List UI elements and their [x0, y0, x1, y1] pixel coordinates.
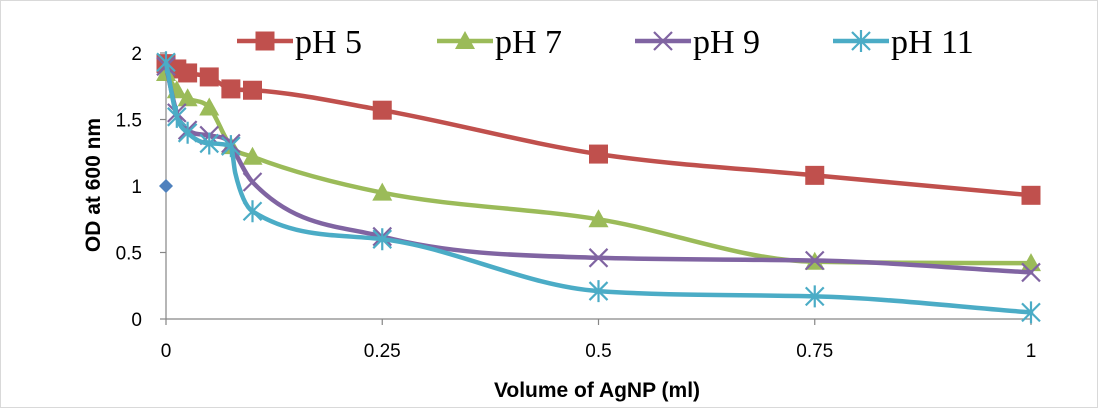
legend-marker — [255, 31, 275, 51]
data-point — [804, 250, 825, 271]
y-axis-title: OD at 600 nm — [82, 118, 105, 252]
data-point — [588, 248, 609, 268]
series-line — [163, 70, 1034, 266]
x-tick-label: 1 — [1026, 341, 1037, 362]
legend-entry: pH 11 — [833, 24, 974, 61]
data-point — [804, 285, 825, 308]
data-point — [221, 79, 241, 99]
data-point — [221, 135, 241, 158]
series-ph-5 — [156, 54, 1041, 205]
legend-entry: pH 9 — [635, 24, 760, 61]
series-ph-11 — [156, 51, 1041, 324]
series-unlabeled-4 — [159, 179, 173, 193]
data-point — [1021, 262, 1041, 283]
axes: 0 0.5 1 1.5 2 0 0.25 0.5 0.75 1 — [116, 44, 1037, 362]
x-axis-title: Volume of AgNP (ml) — [494, 379, 700, 402]
data-point — [199, 132, 220, 155]
data-point — [805, 165, 825, 185]
x-tick-label: 0.25 — [364, 341, 401, 362]
x-tick-label: 0 — [161, 341, 172, 362]
data-point — [372, 100, 392, 120]
data-point — [372, 182, 393, 201]
x-tick-label: 0.5 — [585, 341, 611, 362]
x-tick-label: 0.75 — [796, 341, 833, 362]
data-point — [243, 80, 262, 100]
data-point — [588, 280, 609, 303]
data-point — [156, 51, 176, 74]
y-tick-label: 2 — [131, 44, 142, 65]
legend-marker — [455, 31, 475, 49]
data-point — [159, 179, 173, 193]
data-point — [588, 209, 609, 228]
legend-label: pH 11 — [891, 24, 974, 61]
y-tick-label: 0 — [131, 310, 142, 331]
legend-marker — [851, 30, 871, 52]
data-point — [177, 88, 198, 107]
legend-marker — [653, 31, 673, 51]
data-point — [242, 200, 263, 223]
legend-entry: pH 7 — [437, 24, 562, 61]
legend-label: pH 5 — [295, 24, 362, 61]
legend-label: pH 7 — [495, 24, 562, 61]
data-point — [177, 121, 198, 144]
data-point — [199, 97, 220, 116]
y-tick-label: 1 — [131, 177, 142, 198]
data-point — [199, 67, 219, 87]
data-point — [178, 63, 198, 83]
series-line — [163, 60, 1034, 315]
legend-entry: pH 5 — [237, 24, 362, 61]
data-point — [372, 228, 393, 251]
data-point — [242, 172, 263, 192]
series-layer — [156, 51, 1041, 324]
y-tick-label: 1.5 — [116, 111, 142, 132]
y-tick-label: 0.5 — [116, 244, 142, 265]
data-point — [167, 105, 187, 128]
legend: pH 5 pH 7 pH 9 pH 11 — [237, 24, 974, 61]
data-point — [1021, 185, 1041, 205]
legend-label: pH 9 — [693, 24, 760, 61]
data-point — [242, 146, 263, 165]
data-point — [589, 144, 608, 164]
data-point — [1021, 301, 1041, 324]
series-line — [163, 61, 1034, 198]
